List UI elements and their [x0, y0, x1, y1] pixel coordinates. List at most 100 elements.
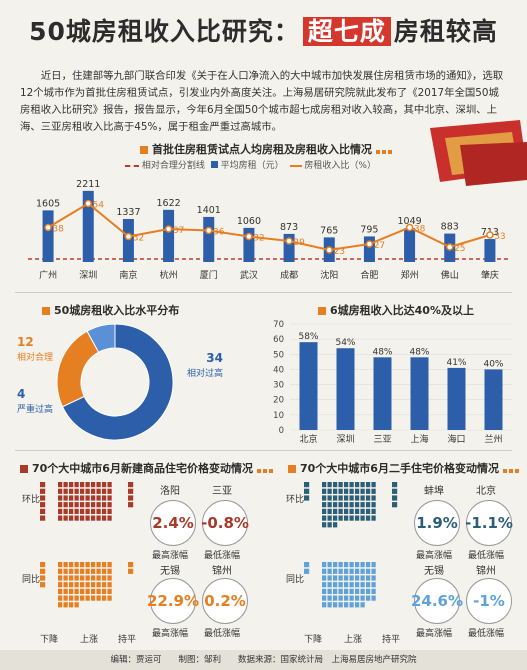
ratio-label-深圳: 54	[93, 201, 105, 211]
mom-up-cell	[63, 515, 68, 521]
value-min-mom: -0.8%	[201, 500, 249, 546]
yoy-up-cell	[327, 575, 332, 581]
bar-label-深圳: 2211	[76, 179, 100, 190]
slice-value-相对过高: 34	[206, 351, 223, 365]
section-marker-icon	[318, 307, 326, 315]
mom-up-cell	[327, 515, 332, 521]
ratio-label-沈阳: 23	[334, 247, 345, 257]
mom-up-cell	[58, 488, 63, 494]
mom-up-cell	[322, 508, 327, 514]
bar-厦门	[203, 216, 215, 262]
yoy-up-cell	[90, 575, 96, 581]
bar-label-郑州: 1049	[397, 216, 421, 227]
bar-label-海口: 41%	[446, 358, 466, 368]
mom-up-cell	[101, 488, 107, 494]
ratio-line	[47, 202, 491, 252]
mom-up-cell	[101, 495, 107, 501]
section2-title: 50城房租收入比水平分布	[42, 302, 179, 318]
mom-down-cell	[40, 488, 46, 494]
yoy-up-cell	[96, 568, 101, 574]
mom-up-cell	[68, 488, 74, 494]
mom-up-cell	[96, 482, 101, 488]
yoy-up-cell	[332, 582, 338, 588]
city-min-yoy: 锦州	[476, 566, 496, 577]
mom-up-cell	[365, 488, 371, 494]
legend-ratio: 房租收入比（%）	[304, 161, 376, 171]
mom-flat-cell	[392, 482, 398, 488]
yoy-up-cell	[338, 568, 343, 574]
yoy-up-cell	[79, 595, 85, 601]
ratio-point-深圳	[84, 199, 92, 208]
col-label-up: 上涨	[344, 635, 363, 645]
col-label-flat: 持平	[118, 635, 137, 645]
mom-up-cell	[371, 508, 376, 514]
yoy-up-cell	[101, 568, 107, 574]
yoy-up-cell	[63, 562, 68, 568]
bar-上海	[410, 357, 429, 430]
mom-up-cell	[96, 515, 101, 521]
section4-title: 70个大中城市6月新建商品住宅价格变动情况	[20, 460, 275, 476]
mom-up-cell	[354, 502, 360, 508]
mom-up-cell	[332, 495, 338, 501]
bar-成都	[283, 233, 295, 262]
mom-up-cell	[327, 502, 332, 508]
yoy-up-cell	[63, 595, 68, 601]
mom-up-cell	[354, 482, 360, 488]
value-min-yoy: -1%	[466, 578, 512, 624]
mom-up-cell	[85, 488, 90, 494]
section3-title: 6城房租收入比达40%及以上	[318, 302, 474, 318]
slice-严重过高	[86, 323, 116, 353]
yoy-up-cell	[327, 568, 332, 574]
yoy-up-cell	[85, 568, 90, 574]
mom-up-cell	[365, 495, 371, 501]
yoy-up-cell	[343, 588, 349, 594]
yoy-up-cell	[354, 575, 360, 581]
yoy-up-cell	[85, 582, 90, 588]
yoy-flat-cell	[128, 562, 134, 568]
bar-北京	[299, 342, 318, 430]
x-tick-郑州: 郑州	[401, 269, 419, 281]
mom-up-cell	[90, 502, 96, 508]
bar-label-合肥: 795	[360, 224, 378, 235]
x-tick-杭州: 杭州	[160, 269, 178, 281]
mom-up-cell	[332, 515, 338, 521]
x-tick-海口: 海口	[447, 433, 465, 445]
mom-up-cell	[58, 508, 63, 514]
yoy-up-cell	[74, 582, 79, 588]
bar-label-深圳: 54%	[335, 338, 355, 348]
mom-up-cell	[63, 488, 68, 494]
dots-icon	[256, 463, 275, 476]
yoy-up-cell	[58, 575, 63, 581]
divider	[15, 292, 512, 293]
mom-up-cell	[338, 495, 343, 501]
mom-up-cell	[79, 502, 85, 508]
mom-up-cell	[349, 508, 354, 514]
yoy-up-cell	[63, 588, 68, 594]
yoy-down-cell	[304, 562, 310, 568]
mom-up-cell	[332, 508, 338, 514]
yoy-up-cell	[360, 568, 365, 574]
mom-up-cell	[349, 502, 354, 508]
bar-南京	[122, 218, 134, 262]
slice-相对过高	[61, 323, 174, 441]
caption-min: 最低涨幅	[204, 629, 241, 639]
yoy-up-cell	[365, 588, 371, 594]
mom-up-cell	[63, 502, 68, 508]
ratio-label-成都: 29	[293, 238, 305, 248]
mom-up-cell	[349, 515, 354, 521]
mom-up-cell	[371, 488, 376, 494]
mom-up-cell	[360, 515, 365, 521]
yoy-up-cell	[68, 562, 74, 568]
ratio-point-厦门	[205, 226, 213, 235]
yoy-up-cell	[349, 562, 354, 568]
yoy-up-cell	[343, 582, 349, 588]
yoy-up-cell	[101, 575, 107, 581]
y-tick-10: 10	[273, 411, 284, 421]
yoy-up-cell	[360, 595, 365, 601]
mom-up-cell	[338, 488, 343, 494]
yoy-up-cell	[338, 595, 343, 601]
yoy-up-cell	[343, 602, 349, 608]
x-tick-合肥: 合肥	[360, 269, 378, 281]
yoy-up-cell	[343, 575, 349, 581]
col-label-down: 下降	[304, 635, 323, 645]
